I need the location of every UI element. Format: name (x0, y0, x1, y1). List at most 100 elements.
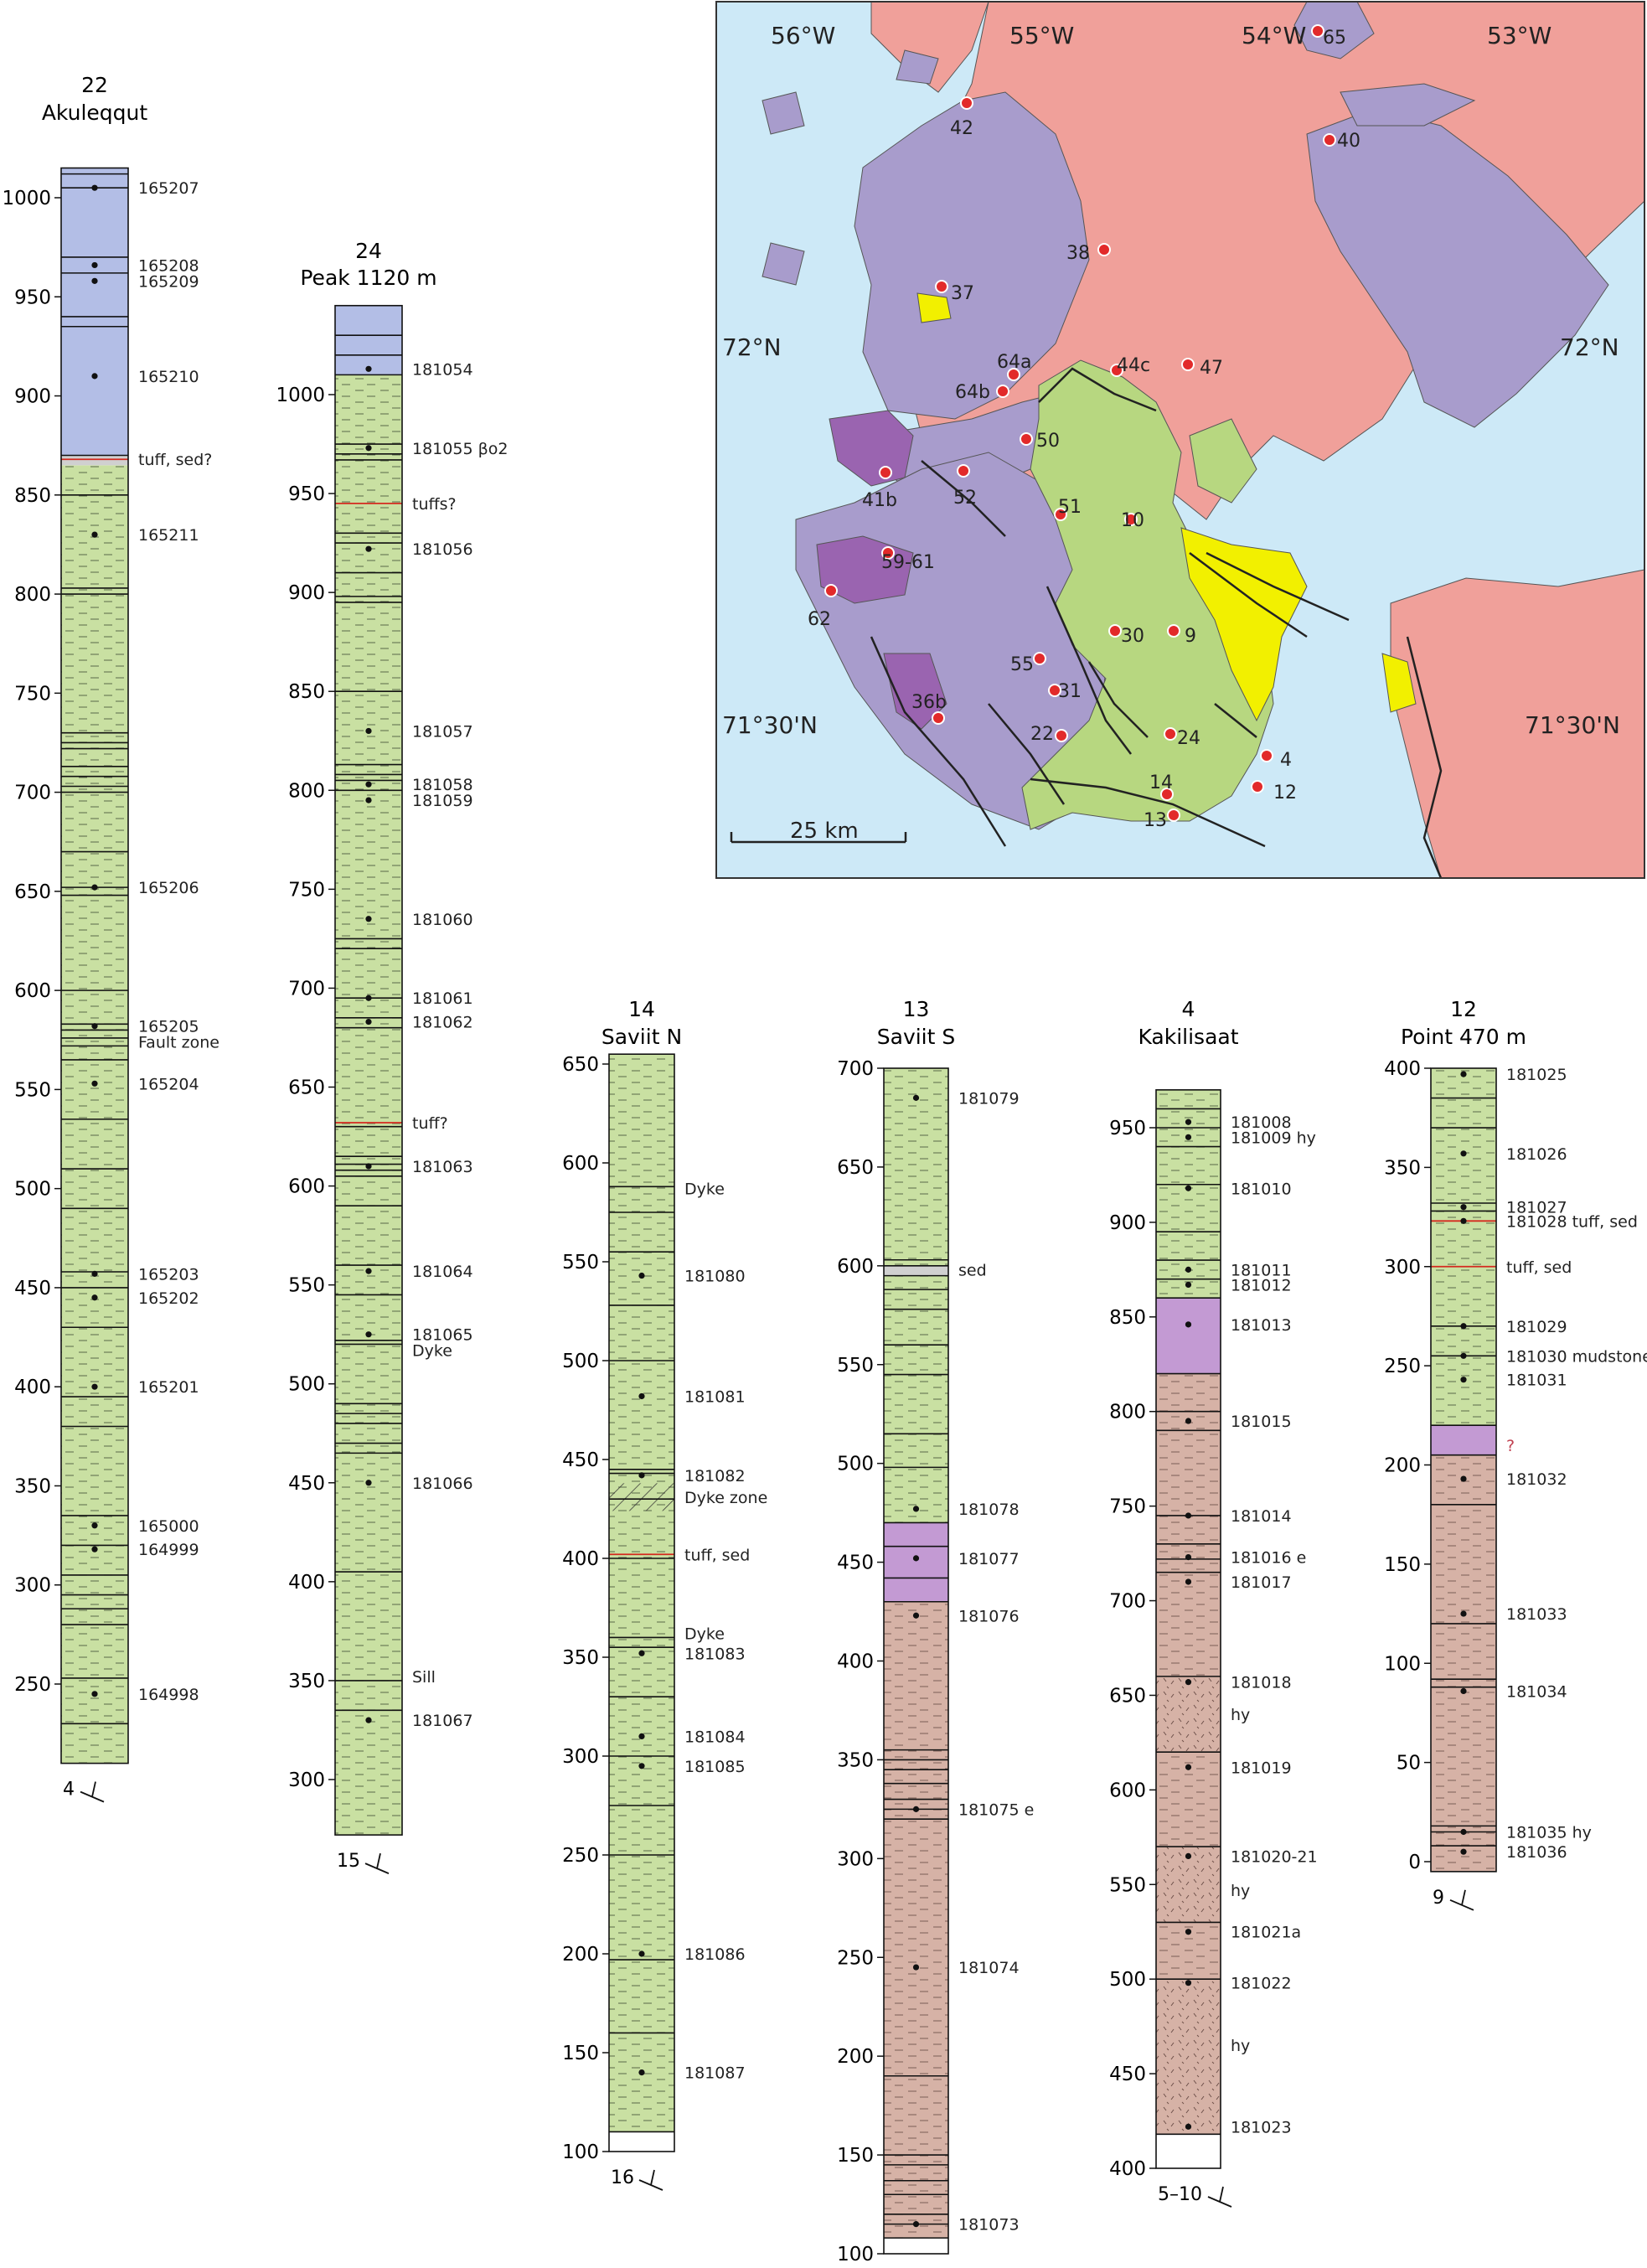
locality-label: 51 (1058, 497, 1082, 518)
sample-dot (1185, 1418, 1192, 1424)
sample-dot (638, 1733, 645, 1739)
sample-label: 181030 mudstone (1506, 1347, 1647, 1366)
sample-label: 181009 hy (1231, 1129, 1316, 1147)
locality-label: 65 (1323, 28, 1346, 49)
sample-dot (1460, 1352, 1467, 1359)
sample-label: 181086 (684, 1945, 746, 1964)
sample-dot (365, 781, 372, 788)
sample-dot (1185, 1554, 1192, 1561)
sample-dot (91, 531, 98, 538)
axis-tick-label: 200 (1384, 1455, 1421, 1477)
axis-tick-label: 300 (14, 1575, 51, 1597)
map-green-lavas-east (1189, 418, 1257, 504)
sample-label: hy (1231, 1706, 1250, 1724)
sample-label: 181080 (684, 1268, 746, 1286)
axis-tick-label: 450 (837, 1552, 874, 1574)
sample-dot (365, 1717, 372, 1723)
axis-tick-label: 250 (1384, 1356, 1421, 1377)
sample-dot (1460, 1204, 1467, 1211)
sample-label: 181023 (1231, 2118, 1292, 2136)
axis-tick-label: 750 (14, 683, 51, 705)
sample-label: 165209 (138, 272, 199, 291)
sample-dot (1185, 1266, 1192, 1273)
axis-tick-label: 950 (1109, 1118, 1146, 1139)
dip-symbol-tick (91, 1781, 96, 1797)
sample-label: 165203 (138, 1265, 199, 1284)
sample-label: 181085 (684, 1758, 746, 1776)
axis-tick-label: 250 (14, 1674, 51, 1696)
axis-tick-label: 0 (1408, 1852, 1421, 1873)
axis-tick-label: 550 (14, 1079, 51, 1101)
axis-tick-label: 700 (288, 978, 325, 1000)
axis-tick-label: 350 (1384, 1157, 1421, 1179)
axis-tick-label: 150 (562, 2043, 599, 2064)
locality-label: 9 (1185, 626, 1196, 647)
column-frame (1430, 1067, 1497, 1873)
sample-label: 181067 (412, 1712, 473, 1730)
sample-dot (365, 445, 372, 452)
lon-label: 54°W (1242, 22, 1306, 49)
sample-label: 181016 e (1231, 1549, 1306, 1568)
sample-label: Dyke (412, 1342, 452, 1361)
axis-tick-label: 700 (837, 1058, 874, 1080)
axis-tick-label: 900 (1109, 1212, 1146, 1234)
axis-tick-label: 400 (837, 1651, 874, 1673)
axis-tick-label: 450 (562, 1449, 599, 1471)
sample-label: hy (1231, 1882, 1250, 1900)
axis-tick-label: 450 (1109, 2064, 1146, 2085)
dip-symbol-tick (376, 1852, 381, 1869)
sample-label: 181014 (1231, 1507, 1292, 1526)
sample-label: 181013 (1231, 1316, 1292, 1335)
sample-label: 164998 (138, 1686, 199, 1704)
geological-map: 65 42 40 38 37 64a 64b 44c 47 50 41b 52 51 10 59-61 62 3… (715, 1, 1645, 879)
sample-label: 181029 (1506, 1318, 1567, 1336)
lon-label: 53°W (1487, 22, 1551, 49)
sample-label: 181011 (1231, 1261, 1292, 1279)
sample-label: 181032 (1506, 1470, 1567, 1489)
sample-dot (365, 1331, 372, 1338)
sample-label: 181079 (958, 1089, 1020, 1108)
map-yellow-sediments (1180, 527, 1308, 722)
axis-tick-label: 800 (288, 780, 325, 802)
axis-tick-label: 850 (1109, 1307, 1146, 1329)
axis-tick-label: 550 (837, 1355, 874, 1377)
map-faults (870, 367, 1443, 879)
map-lavas-northeast (1340, 83, 1476, 127)
hyaloclastite-texture (1156, 1676, 1221, 1753)
dip-symbol-tick (1219, 2186, 1224, 2203)
sample-dot (91, 884, 98, 891)
column-frame (608, 1053, 675, 2152)
axis-tick-label: 150 (1384, 1554, 1421, 1576)
sample-dot (365, 545, 372, 552)
sample-label: 181019 (1231, 1759, 1292, 1777)
sample-label: 165201 (138, 1378, 199, 1397)
sample-label: 181054 (412, 360, 473, 379)
sample-label: 181027 (1506, 1199, 1567, 1217)
unit-white (1156, 2134, 1221, 2168)
sample-dot (1460, 1475, 1467, 1482)
sample-label: tuff, sed? (138, 451, 212, 469)
sample-label: 181020-21 (1231, 1847, 1318, 1866)
column-13: 13 Saviit S 100 150 200 250 300 350 400 450 500 550… (837, 997, 1034, 2265)
sample-dot (1185, 1119, 1192, 1125)
sample-dot (91, 1294, 98, 1301)
sample-dot (365, 727, 372, 735)
axis-tick-label: 650 (14, 881, 51, 903)
sample-dot (638, 1272, 645, 1279)
axis-tick-label: 450 (288, 1473, 325, 1495)
sample-dot (365, 916, 372, 922)
sample-label: 165211 (138, 526, 199, 545)
sample-label: 181061 (412, 989, 473, 1008)
sample-label: 165205 (138, 1018, 199, 1036)
sample-label: 181018 (1231, 1674, 1292, 1692)
locality-label: 14 (1149, 772, 1173, 793)
axis-tick-label: 850 (14, 485, 51, 507)
sample-label: 181075 e (958, 1800, 1034, 1819)
locality-label: 30 (1121, 626, 1144, 647)
locality-label: 64b (955, 382, 990, 403)
sample-label: 181022 (1231, 1975, 1292, 1993)
sample-dot (1460, 1071, 1467, 1077)
axis-tick-label: 450 (14, 1278, 51, 1299)
sample-dot (1185, 1321, 1192, 1328)
